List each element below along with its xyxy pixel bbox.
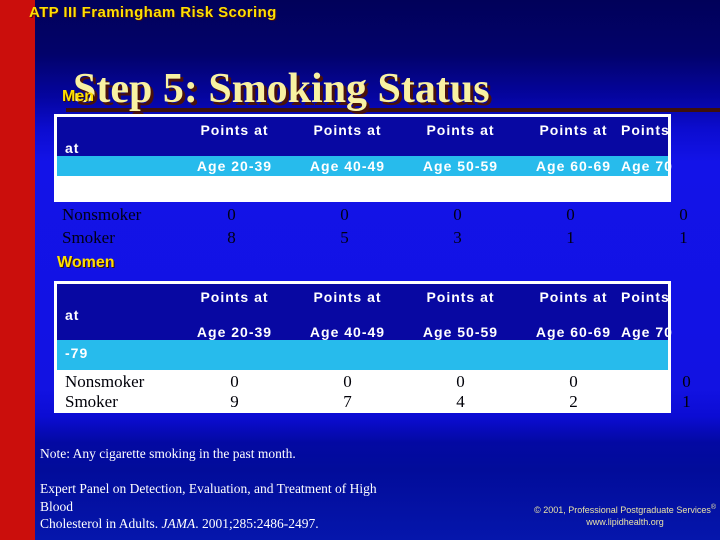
citation-journal-name: JAMA xyxy=(161,516,196,531)
women-section-label: Women xyxy=(57,254,115,271)
note-text: Note: Any cigarette smoking in the past … xyxy=(40,446,296,461)
men-table: Points at Points at Points at Points at … xyxy=(54,114,720,202)
points-value: 2 xyxy=(569,392,578,411)
women-table-rows-band: Nonsmoker 0 0 0 0 0 Smoker 9 7 4 2 1 xyxy=(57,370,720,411)
men-table-header-band: Points at Points at Points at Points at … xyxy=(57,117,720,156)
men-section-label: Men xyxy=(62,88,94,105)
points-header: Points at xyxy=(200,122,269,138)
men-wrapped-at-text: at xyxy=(65,140,80,156)
age-header: Age 20-39 xyxy=(196,158,273,174)
slide-title: Step 5: Smoking Status xyxy=(73,66,490,112)
table-row: Nonsmoker 0 0 0 0 0 xyxy=(57,370,720,391)
row-label: Nonsmoker xyxy=(65,372,145,391)
row-label: Smoker xyxy=(62,227,115,247)
table-row: Nonsmoker 0 0 0 0 0 xyxy=(54,203,720,226)
website-text: www.lipidhealth.org xyxy=(586,517,664,527)
points-value: 0 xyxy=(679,204,688,224)
points-header: Points at xyxy=(426,122,495,138)
age-header: Age 70 xyxy=(621,323,673,340)
men-table-age-band: Age 20-39 Age 40-49 Age 50-59 Age 60-69 … xyxy=(57,156,720,176)
table-row: Smoker 9 7 4 2 1 xyxy=(57,390,720,411)
women-table-age-wrap-band: -79 xyxy=(57,340,720,370)
points-header: Points xyxy=(621,122,670,138)
citation-line2-post: . 2001;285:2486-2497. xyxy=(195,516,319,531)
points-header: Points at xyxy=(426,289,495,305)
women-age-header-row: Age 20-39 Age 40-49 Age 50-59 Age 60-69 … xyxy=(57,323,720,340)
table-row: Smoker 8 5 3 1 1 xyxy=(54,226,720,249)
women-wrapped-age-text: -79 xyxy=(65,345,89,361)
points-value: 1 xyxy=(679,227,688,247)
points-value: 1 xyxy=(682,392,691,411)
row-label: Nonsmoker xyxy=(62,204,142,224)
age-header: Age 60-69 xyxy=(535,323,612,340)
points-value: 0 xyxy=(569,372,578,391)
row-label: Smoker xyxy=(65,392,118,411)
points-header: Points at xyxy=(539,122,608,138)
left-accent-bar xyxy=(0,0,35,540)
men-points-header-row: Points at Points at Points at Points at … xyxy=(57,117,720,140)
age-header: Age 40-49 xyxy=(309,323,386,340)
copyright-text: © 2001, Professional Postgraduate Servic… xyxy=(534,505,711,515)
points-value: 9 xyxy=(230,392,239,411)
title-underline xyxy=(66,108,720,112)
points-header: Points xyxy=(621,289,670,305)
age-header: Age 20-39 xyxy=(196,323,273,340)
age-header: Age 50-59 xyxy=(422,158,499,174)
points-header: Points at xyxy=(313,122,382,138)
points-value: 0 xyxy=(230,372,239,391)
points-value: 0 xyxy=(343,372,352,391)
corner-heading: ATP III Framingham Risk Scoring xyxy=(29,4,277,21)
copyright-block: © 2001, Professional Postgraduate Servic… xyxy=(534,502,716,528)
citation-text: Expert Panel on Detection, Evaluation, a… xyxy=(40,480,400,533)
women-table-header-band: Points at Points at Points at Points at … xyxy=(57,284,720,340)
citation-line1: Expert Panel on Detection, Evaluation, a… xyxy=(40,481,377,514)
men-table-empty-band xyxy=(57,176,720,199)
points-value: 4 xyxy=(456,392,465,411)
men-table-rows: Nonsmoker 0 0 0 0 0 Smoker 8 5 3 1 1 xyxy=(54,203,720,249)
points-value: 3 xyxy=(453,227,462,247)
age-header: Age 50-59 xyxy=(422,323,499,340)
points-value: 0 xyxy=(682,372,691,391)
points-header: Points at xyxy=(200,289,269,305)
points-value: 0 xyxy=(453,204,462,224)
men-age-header-row: Age 20-39 Age 40-49 Age 50-59 Age 60-69 … xyxy=(57,156,720,176)
women-points-header-row: Points at Points at Points at Points at … xyxy=(57,284,720,307)
age-header: Age 70 xyxy=(621,158,673,174)
points-value: 0 xyxy=(566,204,575,224)
women-table: Points at Points at Points at Points at … xyxy=(54,281,720,413)
points-value: 0 xyxy=(340,204,349,224)
registered-mark: ® xyxy=(710,504,716,511)
points-value: 8 xyxy=(227,227,236,247)
points-value: 0 xyxy=(456,372,465,391)
citation-line2-pre: Cholesterol in Adults. xyxy=(40,516,162,531)
points-value: 0 xyxy=(227,204,236,224)
points-header: Points at xyxy=(313,289,382,305)
women-wrapped-at-text: at xyxy=(65,307,80,323)
points-value: 1 xyxy=(566,227,575,247)
age-header: Age 60-69 xyxy=(535,158,612,174)
points-header: Points at xyxy=(539,289,608,305)
age-header: Age 40-49 xyxy=(309,158,386,174)
points-value: 5 xyxy=(340,227,349,247)
points-value: 7 xyxy=(343,392,352,411)
